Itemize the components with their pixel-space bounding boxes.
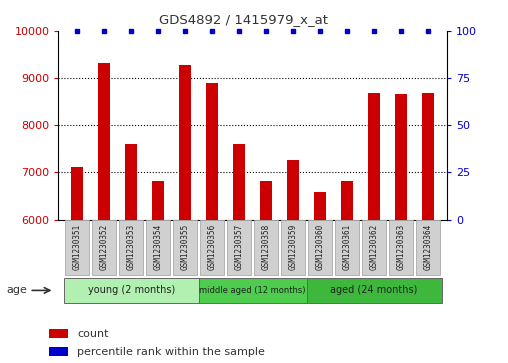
Text: percentile rank within the sample: percentile rank within the sample: [77, 347, 265, 357]
Bar: [260, 181, 272, 220]
Text: GSM1230356: GSM1230356: [208, 224, 217, 270]
Text: aged (24 months): aged (24 months): [331, 285, 418, 295]
Text: GDS4892 / 1415979_x_at: GDS4892 / 1415979_x_at: [160, 13, 328, 26]
Bar: [152, 181, 165, 220]
Text: GSM1230360: GSM1230360: [315, 224, 325, 270]
Bar: [71, 167, 83, 220]
Bar: [395, 94, 407, 220]
Bar: [314, 192, 326, 220]
FancyBboxPatch shape: [416, 220, 440, 275]
FancyBboxPatch shape: [119, 220, 143, 275]
Text: count: count: [77, 329, 108, 339]
FancyBboxPatch shape: [92, 220, 116, 275]
Bar: [422, 93, 434, 220]
FancyBboxPatch shape: [362, 220, 386, 275]
Bar: [206, 83, 218, 220]
Bar: [125, 144, 137, 220]
Text: GSM1230352: GSM1230352: [100, 224, 109, 270]
Text: GSM1230354: GSM1230354: [154, 224, 163, 270]
Text: young (2 months): young (2 months): [88, 285, 175, 295]
FancyBboxPatch shape: [308, 220, 332, 275]
Text: GSM1230353: GSM1230353: [127, 224, 136, 270]
Text: GSM1230359: GSM1230359: [289, 224, 298, 270]
Bar: [179, 65, 192, 220]
Bar: [199, 278, 307, 303]
Text: GSM1230363: GSM1230363: [397, 224, 406, 270]
Text: GSM1230351: GSM1230351: [73, 224, 82, 270]
FancyBboxPatch shape: [227, 220, 251, 275]
Text: middle aged (12 months): middle aged (12 months): [200, 286, 306, 295]
FancyBboxPatch shape: [173, 220, 197, 275]
Text: age: age: [6, 285, 27, 295]
Bar: [49, 347, 69, 356]
Bar: [49, 329, 69, 338]
FancyBboxPatch shape: [281, 220, 305, 275]
Bar: [233, 144, 245, 220]
Bar: [98, 63, 110, 220]
Text: GSM1230358: GSM1230358: [262, 224, 271, 270]
FancyBboxPatch shape: [146, 220, 170, 275]
FancyBboxPatch shape: [65, 220, 89, 275]
FancyBboxPatch shape: [335, 220, 359, 275]
FancyBboxPatch shape: [200, 220, 224, 275]
Text: GSM1230357: GSM1230357: [235, 224, 244, 270]
Bar: [287, 160, 299, 220]
Bar: [307, 278, 441, 303]
Text: GSM1230362: GSM1230362: [370, 224, 378, 270]
Bar: [368, 93, 380, 220]
Bar: [341, 181, 353, 220]
FancyBboxPatch shape: [254, 220, 278, 275]
Text: GSM1230355: GSM1230355: [181, 224, 190, 270]
FancyBboxPatch shape: [389, 220, 413, 275]
Text: GSM1230364: GSM1230364: [424, 224, 433, 270]
Text: GSM1230361: GSM1230361: [343, 224, 352, 270]
Bar: [64, 278, 199, 303]
